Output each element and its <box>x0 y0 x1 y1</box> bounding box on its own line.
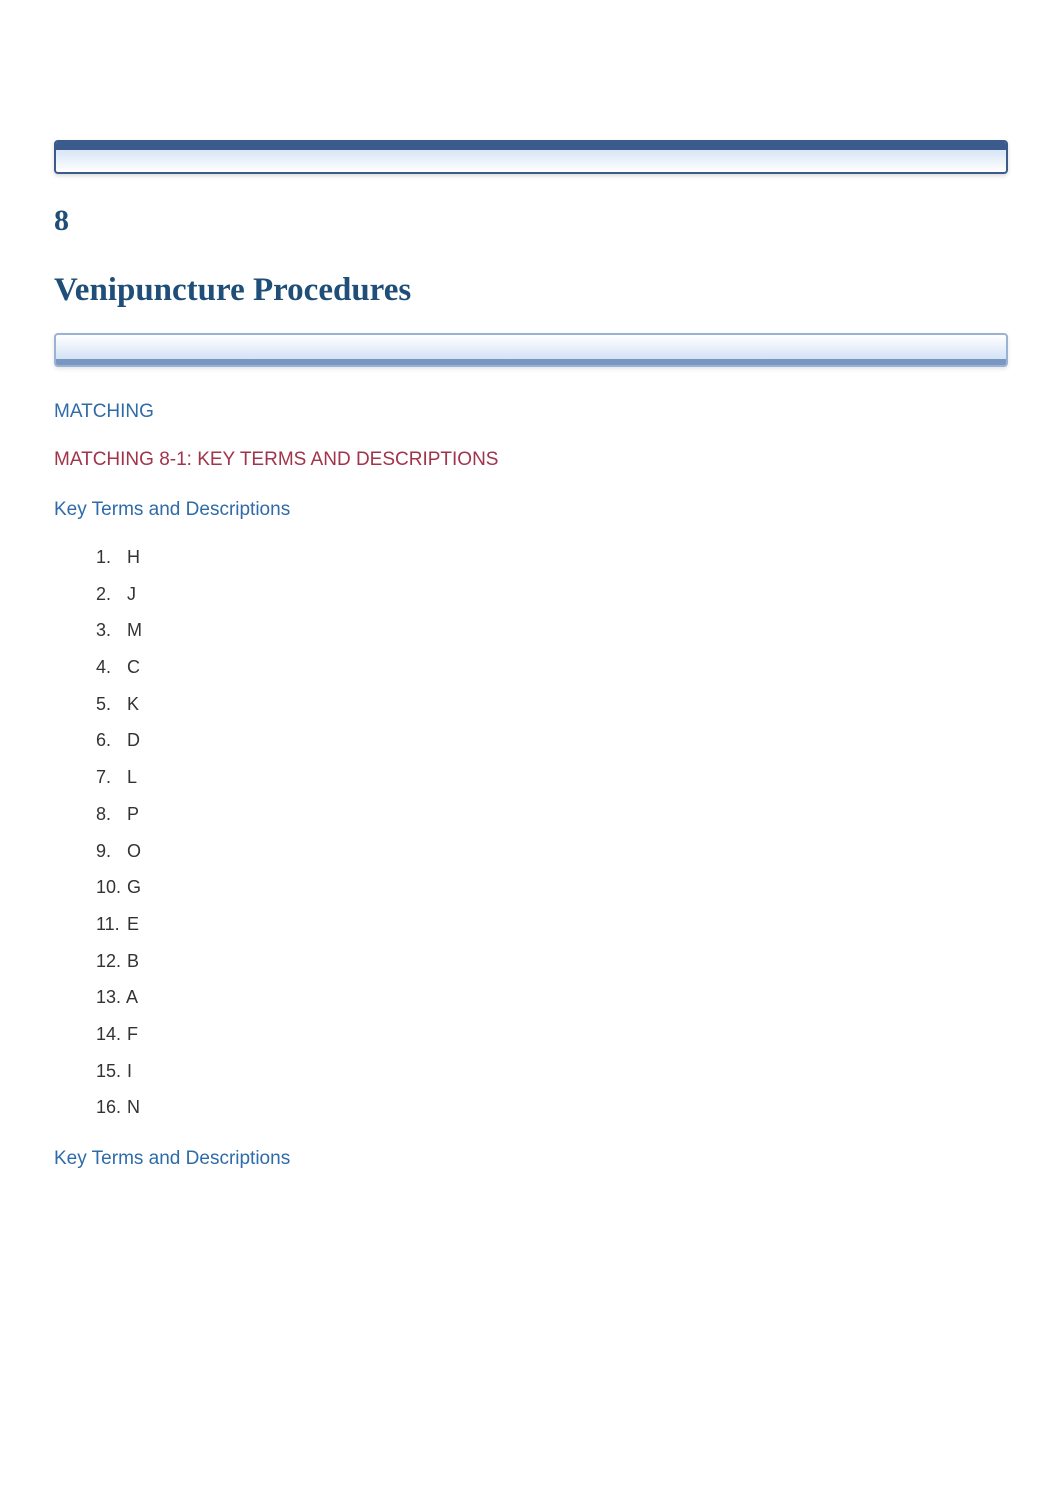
item-value: E <box>127 914 139 934</box>
list-item: 10. G <box>96 869 1008 906</box>
chapter-title: Venipuncture Procedures <box>54 272 1008 309</box>
list-item: 7. L <box>96 759 1008 796</box>
item-number: 11. <box>96 914 122 935</box>
item-number: 8. <box>96 804 122 825</box>
item-value: H <box>127 547 140 567</box>
list-item: 11. E <box>96 906 1008 943</box>
document-page: 8 Venipuncture Procedures MATCHING MATCH… <box>0 0 1062 1248</box>
item-number: 12. <box>96 951 122 972</box>
list-item: 16. N <box>96 1089 1008 1126</box>
item-value: I <box>127 1061 132 1081</box>
item-number: 6. <box>96 730 122 751</box>
item-number: 10. <box>96 877 122 898</box>
list-item: 12. B <box>96 943 1008 980</box>
item-number: 2. <box>96 584 122 605</box>
item-number: 1. <box>96 547 122 568</box>
item-value: A <box>126 987 138 1007</box>
list-item: 3. M <box>96 612 1008 649</box>
item-value: F <box>127 1024 138 1044</box>
item-value: J <box>127 584 136 604</box>
heading-matching-sub: MATCHING 8-1: KEY TERMS AND DESCRIPTIONS <box>54 449 1008 471</box>
item-number: 16. <box>96 1097 122 1118</box>
list-item: 8. P <box>96 796 1008 833</box>
list-item: 6. D <box>96 722 1008 759</box>
item-number: 13. <box>96 987 122 1008</box>
item-value: N <box>127 1097 140 1117</box>
item-value: L <box>127 767 137 787</box>
answer-list: 1. H 2. J 3. M 4. C 5. K 6. D 7. L 8. P … <box>54 539 1008 1126</box>
list-item: 4. C <box>96 649 1008 686</box>
list-item: 9. O <box>96 833 1008 870</box>
item-value: P <box>127 804 139 824</box>
item-number: 3. <box>96 620 122 641</box>
chapter-number: 8 <box>54 204 1008 238</box>
item-value: K <box>127 694 139 714</box>
item-number: 5. <box>96 694 122 715</box>
item-value: D <box>127 730 140 750</box>
item-value: G <box>127 877 141 897</box>
item-value: M <box>127 620 142 640</box>
item-number: 15. <box>96 1061 122 1082</box>
list-item: 2. J <box>96 576 1008 613</box>
header-rule-top <box>54 140 1008 174</box>
list-item: 13. A <box>96 979 1008 1016</box>
heading-key-terms-2: Key Terms and Descriptions <box>54 1148 1008 1170</box>
item-value: B <box>127 951 139 971</box>
heading-matching: MATCHING <box>54 401 1008 423</box>
item-number: 7. <box>96 767 122 788</box>
list-item: 5. K <box>96 686 1008 723</box>
list-item: 1. H <box>96 539 1008 576</box>
item-number: 4. <box>96 657 122 678</box>
item-number: 14. <box>96 1024 122 1045</box>
item-number: 9. <box>96 841 122 862</box>
item-value: C <box>127 657 140 677</box>
list-item: 15. I <box>96 1053 1008 1090</box>
item-value: O <box>127 841 141 861</box>
heading-key-terms-1: Key Terms and Descriptions <box>54 499 1008 521</box>
list-item: 14. F <box>96 1016 1008 1053</box>
header-rule-bottom <box>54 333 1008 367</box>
